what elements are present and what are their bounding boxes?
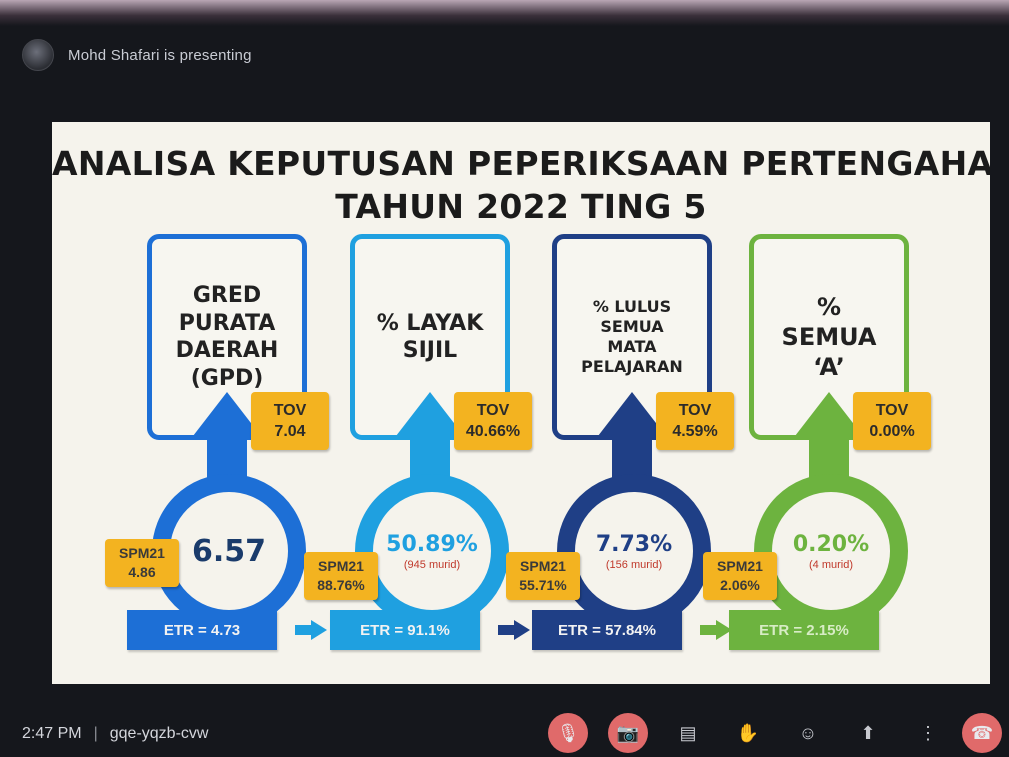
arrow-head-icon — [598, 392, 666, 436]
kpi-card: GRED PURATA DAERAH (GPD) 6.57 TOV 7.04 SPM21… — [105, 234, 337, 674]
tov-badge: TOV 7.04 — [251, 392, 329, 450]
kpi-heading: % LAYAK SIJIL — [376, 310, 484, 364]
etr-box: ETR = 57.84% — [532, 610, 682, 650]
arrow-tip — [311, 620, 327, 640]
kpi-ring-content: 0.20% (4 murid) — [772, 492, 890, 610]
kpi-heading: GRED PURATA DAERAH (GPD) — [175, 283, 279, 391]
arrow-tip — [716, 620, 732, 640]
raise-hand-icon: ✋ — [736, 722, 760, 743]
kpi-value: 7.73% — [595, 531, 673, 557]
etr-box: ETR = 2.15% — [729, 610, 879, 650]
spm21-value: 2.06% — [720, 577, 760, 593]
kpi-student-count: (156 murid) — [605, 558, 663, 571]
arrow-head-icon — [795, 392, 863, 436]
spm21-badge: SPM21 55.71% — [506, 552, 580, 600]
kpi-ring: 0.20% (4 murid) — [754, 474, 908, 628]
kpi-ring-content: 6.57 — [170, 492, 288, 610]
captions-icon: ▤ — [679, 722, 697, 743]
microphone-off-icon: 🎙 — [556, 722, 580, 743]
arrow-shaft — [295, 625, 313, 635]
flow-arrow-icon — [295, 620, 329, 640]
spm21-badge: SPM21 2.06% — [703, 552, 777, 600]
presenter-banner: Mohd Shafari is presenting — [22, 38, 252, 72]
presented-slide: ANALISA KEPUTUSAN PEPERIKSAAN PERTENGAHA… — [52, 122, 990, 684]
tov-value: 7.04 — [274, 423, 306, 440]
raise-hand-button[interactable]: ✋ — [728, 713, 768, 753]
separator: | — [93, 725, 98, 742]
arrow-head-icon — [193, 392, 261, 436]
tov-label: TOV — [476, 402, 510, 419]
meeting-control-bar: 2:47 PM | gqe-yqzb-cvw 🎙 📷 ▤ ✋ ☺ ⬆ ⋮ ☎ — [0, 705, 1009, 757]
kpi-value: 0.20% — [792, 531, 870, 557]
meeting-time: 2:47 PM — [22, 725, 82, 742]
more-options-button[interactable]: ⋮ — [908, 713, 948, 753]
flow-arrow-icon — [498, 620, 532, 640]
flow-arrow-icon — [700, 620, 734, 640]
more-options-icon: ⋮ — [919, 722, 937, 743]
spm21-value: 4.86 — [128, 564, 156, 580]
spm21-value: 55.71% — [519, 577, 567, 593]
camera-off-button[interactable]: 📷 — [608, 713, 648, 753]
tov-badge: TOV 40.66% — [454, 392, 532, 450]
kpi-ring-content: 7.73% (156 murid) — [575, 492, 693, 610]
spm21-label: SPM21 — [318, 558, 364, 574]
end-call-button[interactable]: ☎ — [962, 713, 1002, 753]
arrow-shaft — [700, 625, 718, 635]
spm21-badge: SPM21 4.86 — [105, 539, 179, 587]
spm21-value: 88.76% — [317, 577, 365, 593]
kpi-ring-content: 50.89% (945 murid) — [373, 492, 491, 610]
present-screen-button[interactable]: ⬆ — [848, 713, 888, 753]
kpi-heading: % LULUS SEMUA MATA PELAJARAN — [581, 297, 683, 376]
spm21-label: SPM21 — [119, 545, 165, 561]
arrow-shaft — [498, 625, 516, 635]
kpi-heading-frame: GRED PURATA DAERAH (GPD) — [147, 234, 307, 440]
spm21-label: SPM21 — [520, 558, 566, 574]
meeting-code: gqe-yqzb-cvw — [109, 725, 209, 742]
kpi-ring: 7.73% (156 murid) — [557, 474, 711, 628]
kpi-value: 6.57 — [191, 533, 267, 569]
kpi-card: % SEMUA ‘A’ 0.20% (4 murid) TOV 0.00% SPM21 2.… — [703, 234, 939, 674]
etr-box: ETR = 91.1% — [330, 610, 480, 650]
present-screen-icon: ⬆ — [860, 722, 876, 743]
tov-value: 4.59% — [672, 423, 718, 440]
kpi-card: % LAYAK SIJIL 50.89% (945 murid) TOV 40.66% S… — [304, 234, 540, 674]
kpi-student-count: (945 murid) — [403, 558, 461, 571]
tov-label: TOV — [678, 402, 712, 419]
slide-title: ANALISA KEPUTUSAN PEPERIKSAAN PERTENGAHA… — [52, 142, 990, 228]
tov-value: 40.66% — [465, 423, 521, 440]
camera-off-icon: 📷 — [616, 722, 640, 743]
end-call-icon: ☎ — [970, 722, 994, 743]
slide-title-line-2: TAHUN 2022 TING 5 — [335, 187, 707, 226]
etr-box: ETR = 4.73 — [127, 610, 277, 650]
kpi-ring: 50.89% (945 murid) — [355, 474, 509, 628]
arrow-tip — [514, 620, 530, 640]
presenter-text: Mohd Shafari is presenting — [68, 46, 252, 64]
tov-value: 0.00% — [869, 423, 915, 440]
tov-badge: TOV 4.59% — [656, 392, 734, 450]
tov-label: TOV — [273, 402, 307, 419]
tov-label: TOV — [875, 402, 909, 419]
tov-badge: TOV 0.00% — [853, 392, 931, 450]
kpi-heading: % SEMUA ‘A’ — [781, 293, 877, 381]
kpi-student-count: (4 murid) — [808, 558, 853, 571]
avatar — [22, 39, 54, 71]
arrow-head-icon — [396, 392, 464, 436]
slide-title-line-1: ANALISA KEPUTUSAN PEPERIKSAAN PERTENGAHA… — [52, 144, 990, 183]
emoji-button[interactable]: ☺ — [788, 713, 828, 753]
spm21-label: SPM21 — [717, 558, 763, 574]
spm21-badge: SPM21 88.76% — [304, 552, 378, 600]
captions-button[interactable]: ▤ — [668, 713, 708, 753]
kpi-value: 50.89% — [386, 531, 478, 557]
kpi-card: % LULUS SEMUA MATA PELAJARAN 7.73% (156 mu… — [506, 234, 742, 674]
microphone-off-button[interactable]: 🎙 — [548, 713, 588, 753]
emoji-icon: ☺ — [798, 722, 818, 743]
browser-top-bar — [0, 0, 1009, 26]
meeting-info: 2:47 PM | gqe-yqzb-cvw — [22, 725, 208, 743]
